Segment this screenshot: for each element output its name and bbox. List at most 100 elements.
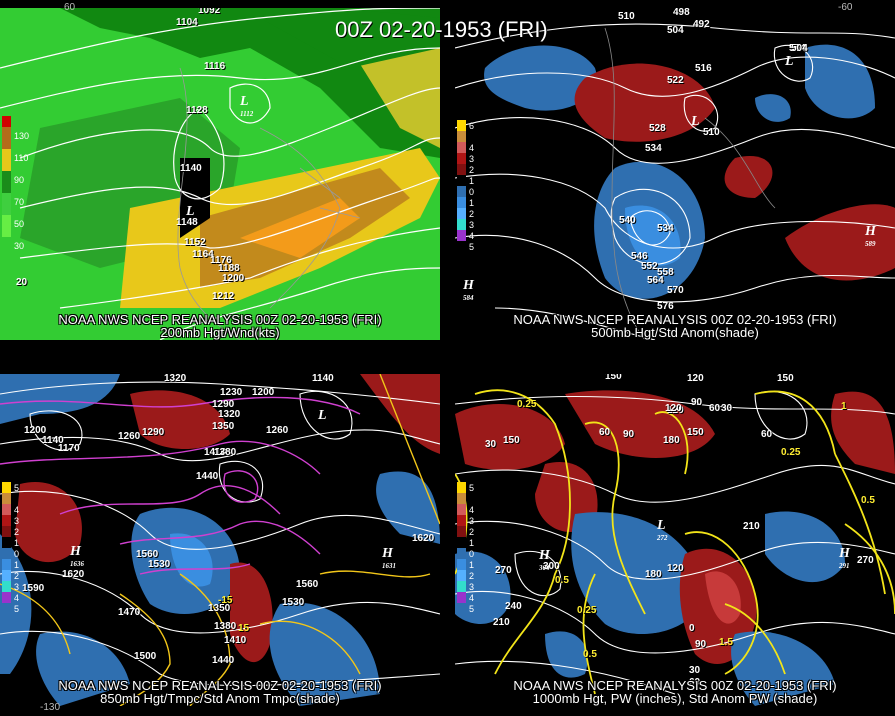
legend-value: 5 (14, 604, 20, 614)
contour-label: 1176 (210, 255, 232, 266)
temperature-zero-contours (0, 374, 440, 706)
contour-label: 510 (703, 127, 720, 138)
longitude-tick: -60 (838, 2, 853, 13)
contour-label: 120 (667, 563, 684, 574)
height-contours (0, 8, 440, 340)
legend-value: 0 (469, 549, 475, 559)
low-pressure-marker: L (186, 204, 195, 219)
pw-label: 0.5 (583, 649, 597, 660)
legend-value: 5 (469, 242, 475, 252)
contour-label: 1116 (204, 61, 226, 72)
contour-label: 180 (663, 435, 680, 446)
legend-value: 0 (14, 549, 20, 559)
contour-label: 1410 (224, 635, 247, 646)
legend-swatch (2, 149, 11, 160)
panel-500mb-height-anomaly: 6 4 3 2 1 0 1 2 3 4 5 510 492 504 504 51… (455, 8, 895, 340)
contour-label: 552 (641, 261, 658, 272)
contour-label: 1140 (42, 435, 64, 446)
legend-swatch (2, 482, 11, 493)
contour-label: 120 (687, 374, 704, 384)
contour-label: 1530 (148, 559, 171, 570)
contour-label: 1380 (214, 621, 237, 632)
panel-subcaption: 850mb Hgt/Tmpc/Std Anom Tmpc(shade) (100, 691, 340, 706)
contour-label: 534 (645, 143, 662, 154)
legend-swatch (2, 215, 11, 226)
coastlines (177, 67, 361, 340)
legend-swatch (2, 548, 11, 559)
contour-label: 150 (503, 435, 520, 446)
contour-label: 522 (667, 75, 684, 86)
longitude-tick: 60 (64, 2, 76, 13)
contour-label: 1188 (218, 263, 240, 274)
legend-value: 3 (469, 154, 475, 164)
legend-value: 2 (469, 571, 475, 581)
legend-value: 4 (469, 143, 475, 153)
high-pressure-marker: H 1636 (70, 544, 84, 568)
legend-swatch (2, 160, 11, 171)
height-contours (455, 23, 895, 340)
contour-label: 1212 (212, 291, 235, 302)
main-title: 00Z 02-20-1953 (FRI) (335, 17, 548, 42)
legend-value: 3 (469, 220, 475, 230)
contour-label: 180 (645, 569, 662, 580)
pw-label: 1 (841, 401, 847, 412)
contour-label: 1350 (208, 603, 231, 614)
map-200mb (0, 8, 440, 340)
legend-value: 3 (14, 582, 20, 592)
contour-label: 528 (649, 123, 666, 134)
legend-value: 2 (469, 209, 475, 219)
high-pressure-marker: H 291 (839, 546, 850, 570)
contour-label: 0 (689, 623, 695, 634)
legend-swatch (2, 171, 11, 182)
contour-label: 1380 (214, 447, 237, 458)
panel-caption: NOAA NWS NCEP REANALYSIS 00Z 02-20-1953 … (513, 678, 837, 693)
panel-caption: NOAA NWS NCEP REANALYSIS 00Z 02-20-1953 … (513, 312, 837, 327)
legend-swatch (457, 526, 466, 537)
temperature-contours (0, 396, 361, 575)
high-pressure-marker: H 589 (865, 224, 876, 248)
pw-label: 1.5 (719, 637, 733, 648)
legend-swatch (457, 504, 466, 515)
height-contours (0, 381, 440, 687)
legend-swatch (2, 559, 11, 570)
contour-label: 564 (647, 275, 664, 286)
legend-value: 1 (469, 560, 475, 570)
legend-value: 4 (469, 231, 475, 241)
legend-swatch (2, 116, 11, 127)
panel-200mb-height-wind: 130 110 90 70 50 30 1092 1104 1116 1128 … (0, 8, 440, 340)
low-pressure-marker: L (691, 114, 700, 129)
contour-label: 1290 (142, 427, 165, 438)
legend-value: 2 (14, 527, 20, 537)
map-850mb (0, 374, 440, 706)
contour-label: 210 (743, 521, 760, 532)
legend-value: 3 (469, 516, 475, 526)
legend-value: 110 (14, 153, 29, 163)
contour-label: 150 (605, 374, 622, 382)
legend-swatch (2, 570, 11, 581)
high-pressure-marker: H 304 (539, 548, 550, 572)
contour-label: 90 (691, 397, 703, 408)
precipitable-water-contours (455, 389, 895, 695)
contour-label: 90 (623, 429, 635, 440)
contour-label: 120 (667, 405, 684, 416)
legend-swatch (2, 515, 11, 526)
contour-label: 270 (495, 565, 512, 576)
contour-label: 516 (695, 63, 712, 74)
legend-swatch (2, 493, 11, 504)
contour-label: 60 (599, 427, 611, 438)
legend-swatch (457, 559, 466, 570)
contour-label: 60 (761, 429, 773, 440)
legend-value: 1 (469, 176, 475, 186)
low-pressure-marker: L 272 (657, 518, 668, 542)
legend-swatch (457, 592, 466, 603)
contour-label: 270 (857, 555, 874, 566)
panel-850mb-height-temperature: 5 4 3 2 1 0 1 2 3 4 5 1320 1140 1230 129… (0, 374, 440, 706)
high-pressure-marker: H 584 (463, 278, 474, 302)
contour-label: 1470 (118, 607, 141, 618)
legend-swatch (2, 226, 11, 237)
contour-label: 1148 (176, 217, 198, 228)
legend-swatch (2, 592, 11, 603)
legend-value: 0 (469, 187, 475, 197)
legend-value: 4 (469, 505, 475, 515)
legend-swatch (457, 186, 466, 197)
